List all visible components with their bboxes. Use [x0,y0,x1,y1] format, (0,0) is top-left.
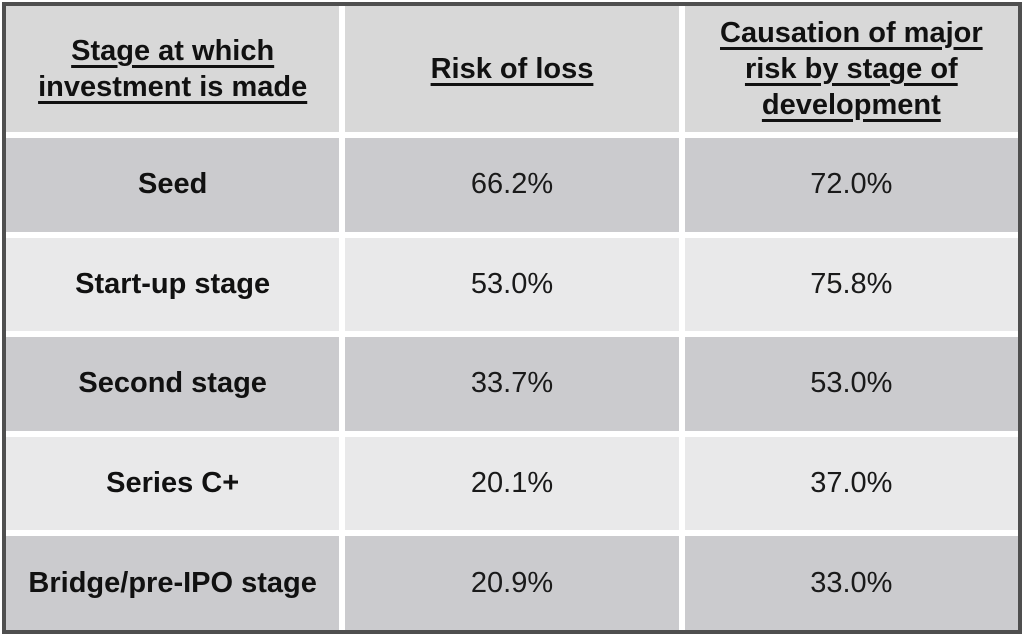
causation-value-seed: 72.0% [684,138,1018,232]
column-header-causation: Causation of major risk by stage of deve… [684,6,1018,132]
causation-value-bridge-pre-ipo: 33.0% [684,536,1018,630]
row-label-startup: Start-up stage [6,237,340,332]
causation-value-startup: 75.8% [684,237,1018,332]
row-label-second-stage: Second stage [6,337,340,431]
column-header-causation-label: Causation of major risk by stage of deve… [720,16,983,122]
column-header-risk-of-loss: Risk of loss [345,6,679,132]
row-label-series-c: Series C+ [6,436,340,531]
risk-of-loss-value-series-c: 20.1% [345,436,679,531]
column-header-stage: Stage at which investment is made [6,6,340,132]
investment-risk-table: Stage at which investment is made Risk o… [6,6,1018,630]
risk-of-loss-value-bridge-pre-ipo: 20.9% [345,536,679,630]
risk-of-loss-value-seed: 66.2% [345,138,679,232]
row-label-seed: Seed [6,138,340,232]
risk-of-loss-value-startup: 53.0% [345,237,679,332]
row-label-bridge-pre-ipo: Bridge/pre-IPO stage [6,536,340,630]
causation-value-series-c: 37.0% [684,436,1018,531]
risk-of-loss-value-second-stage: 33.7% [345,337,679,431]
column-header-stage-label: Stage at which investment is made [38,34,308,103]
column-header-risk-of-loss-label: Risk of loss [430,52,594,85]
causation-value-second-stage: 53.0% [684,337,1018,431]
